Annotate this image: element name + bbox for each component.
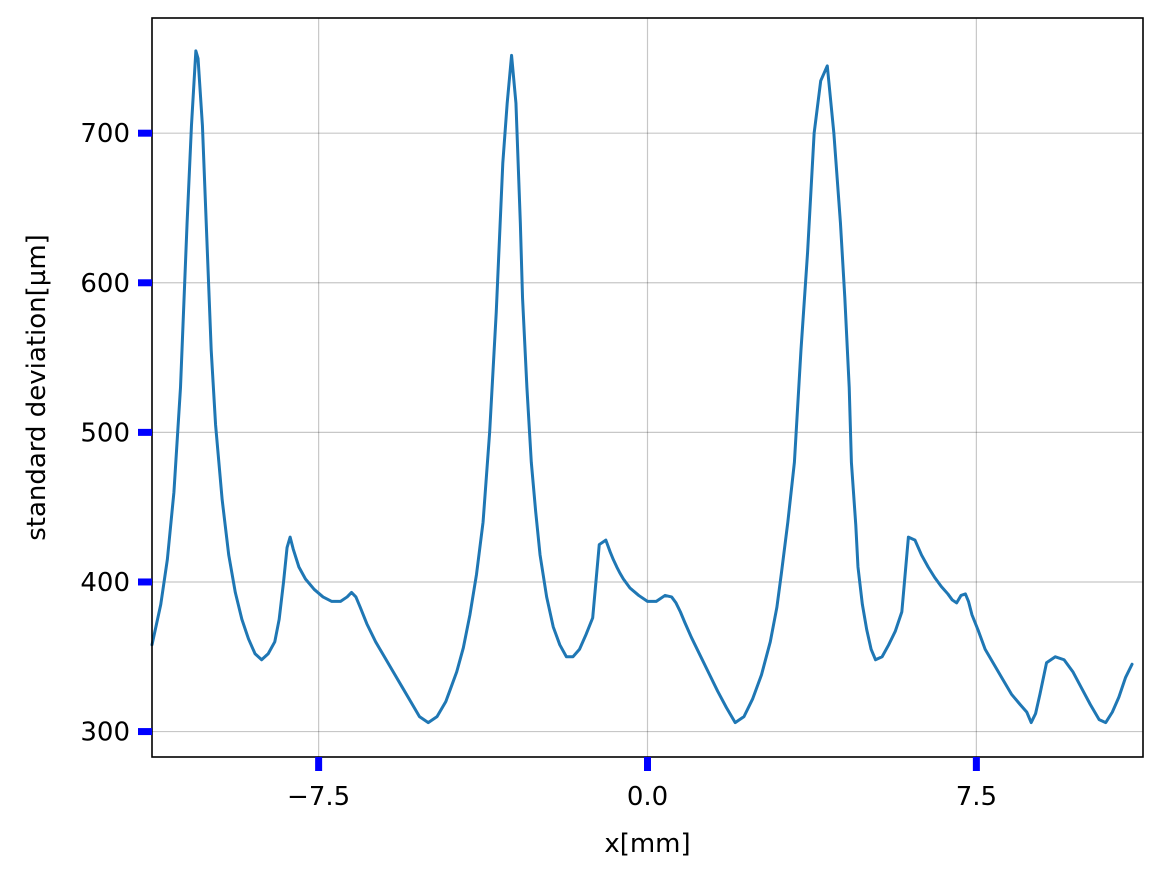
- y-axis-label: standard deviation[µm]: [22, 234, 52, 541]
- data-series: [150, 49, 1134, 725]
- x-tick-label: 7.5: [956, 782, 997, 812]
- x-tick-label: −7.5: [287, 782, 350, 812]
- y-tick-label: 600: [80, 269, 130, 299]
- x-tick-label: 0.0: [627, 782, 668, 812]
- y-tick-label: 700: [80, 119, 130, 149]
- y-tick-label: 500: [80, 418, 130, 448]
- y-axis-ticks: 300 400 500 600 700: [80, 119, 152, 748]
- x-axis-label: x[mm]: [604, 829, 690, 859]
- series-line: [150, 49, 1134, 725]
- y-tick-label: 400: [80, 568, 130, 598]
- x-axis-ticks: −7.5 0.0 7.5: [287, 757, 997, 812]
- grid-lines: [152, 18, 1143, 757]
- y-tick-label: 300: [80, 718, 130, 748]
